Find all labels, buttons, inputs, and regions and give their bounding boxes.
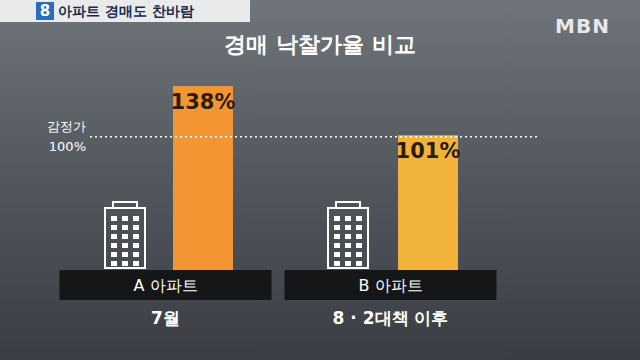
- html-text:8: 8: [39, 2, 51, 20]
- svg-text:8 · 2대책 이후: 8 · 2대책 이후: [333, 308, 449, 328]
- svg-text:감정가: 감정가: [47, 119, 86, 134]
- svg-text:100%: 100%: [49, 139, 86, 154]
- html-text:아파트 경매도 찬바람: 아파트 경매도 찬바람: [58, 3, 194, 19]
- svg-text:7월: 7월: [151, 308, 180, 328]
- html-text:경매 낙찰가율 비교: 경매 낙찰가율 비교: [224, 32, 416, 57]
- svg-text:138%: 138%: [171, 90, 236, 114]
- svg-text:B 아파트: B 아파트: [358, 276, 422, 295]
- html-text:MBN: MBN: [555, 14, 610, 38]
- svg-text:A 아파트: A 아파트: [133, 276, 197, 295]
- svg-text:101%: 101%: [396, 139, 461, 163]
